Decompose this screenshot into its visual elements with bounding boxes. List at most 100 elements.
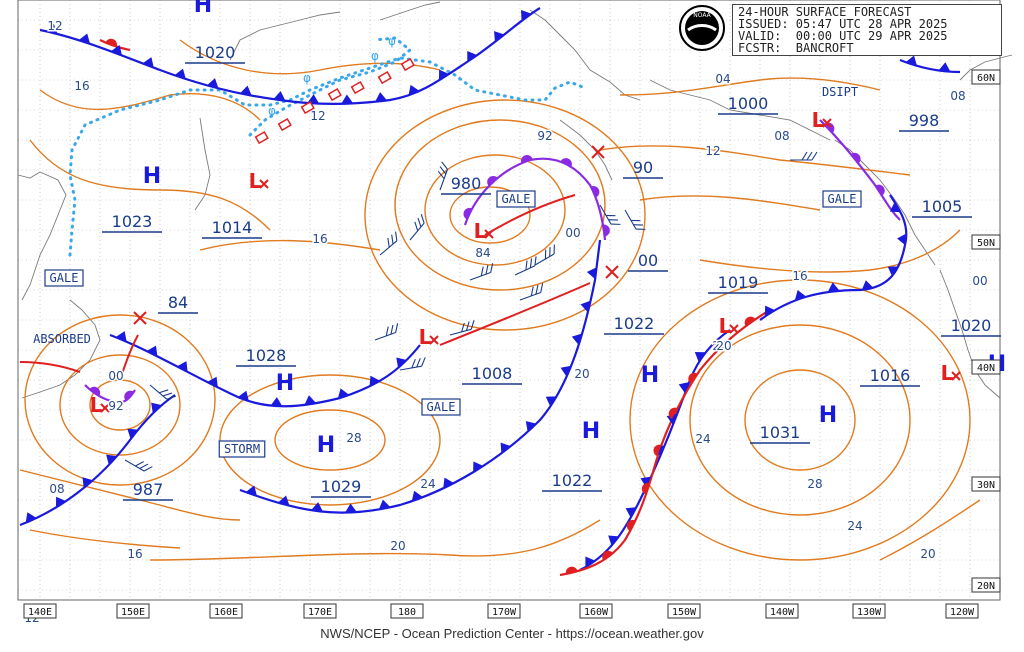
warm-front-pip — [641, 482, 650, 495]
warm-front-pip — [463, 207, 473, 220]
cold-front-pip — [239, 85, 252, 96]
low-center-marker — [100, 403, 110, 413]
cold-front-pip — [176, 361, 188, 372]
low-center-marker — [259, 179, 269, 189]
warning-box — [421, 398, 461, 416]
low-center-marker — [484, 229, 494, 239]
cold-front-pip — [110, 44, 123, 56]
warm-front-pip — [560, 158, 572, 167]
warm-front-1 — [559, 309, 771, 577]
warm-front-pip — [824, 122, 835, 134]
cold-front-pip — [443, 477, 454, 489]
cold-front-pip — [560, 365, 572, 377]
warning-box — [496, 190, 536, 208]
longitude-label: 180 — [398, 607, 416, 618]
latitude-label: 60N — [977, 73, 995, 84]
forecast-position-marker — [591, 145, 605, 159]
longitude-label-box — [23, 603, 57, 619]
noaa-logo: NOAA — [679, 5, 725, 51]
forecast-header-box — [732, 4, 1002, 56]
cold-front-pip — [55, 496, 67, 508]
cold-front-pip — [794, 290, 807, 301]
cold-front-pip — [106, 454, 117, 466]
header-line-forecaster: FCSTR: BANCROFT — [738, 41, 854, 55]
pressure-value: 1029 — [321, 477, 362, 496]
cold-front-pip — [608, 535, 619, 546]
cold-front-pip — [889, 201, 901, 213]
cold-front-pip — [500, 442, 511, 454]
low-pressure-center: L — [474, 219, 487, 243]
high-pressure-center: H — [641, 363, 659, 388]
ice-edge-marker: φ — [303, 71, 311, 85]
pressure-value: 00 — [638, 251, 658, 270]
cold-front-pip — [174, 68, 186, 80]
cold-front-pip — [115, 331, 127, 342]
isobar-value: 00 — [108, 369, 123, 383]
pressure-value: 1014 — [212, 218, 253, 237]
warm-front-pip — [591, 186, 600, 198]
cold-front-pip — [525, 421, 537, 432]
pressure-value: 1028 — [246, 346, 287, 365]
longitude-label: 150W — [672, 607, 697, 618]
isobars — [19, 39, 981, 561]
longitude-label: 130W — [857, 607, 882, 618]
storm-tracks — [19, 194, 591, 381]
cold-front-pip — [408, 84, 420, 96]
wind-barb — [534, 244, 555, 266]
warm-front-pip — [124, 390, 135, 402]
cold-front-pip — [245, 485, 257, 497]
wind-barbs — [124, 151, 818, 472]
wind-barb — [519, 283, 544, 301]
isobar-value: 12 — [310, 109, 325, 123]
header-line-title: 24-HOUR SURFACE FORECAST — [738, 5, 912, 19]
warning-label: DSIPT — [822, 85, 858, 99]
wind-barb — [599, 204, 621, 225]
high-pressure-center: H — [194, 0, 212, 18]
cold-front-pip — [678, 381, 690, 394]
isobar-value: 08 — [950, 89, 965, 103]
wind-barb — [379, 231, 398, 256]
ice-edge-marker: φ — [388, 34, 396, 48]
cold-front-pip — [861, 280, 874, 291]
longitude-label: 160W — [584, 607, 609, 618]
latitude-label-box — [971, 577, 1001, 593]
cold-front-pip — [378, 499, 391, 510]
warning-label: GALE — [427, 400, 456, 414]
warm-front-pip — [520, 155, 533, 164]
pressure-value: 1031 — [760, 423, 801, 442]
warm-front-pip — [688, 372, 698, 384]
cold-front-pip — [270, 397, 283, 407]
high-pressure-center: H — [819, 403, 837, 428]
longitude-label: 140W — [770, 607, 795, 618]
cold-front-pip — [411, 490, 423, 502]
isobar-value: 00 — [972, 274, 987, 288]
isobar-value: 16 — [74, 79, 89, 93]
high-pressure-center: H — [143, 164, 161, 189]
pressure-value: 1000 — [728, 94, 769, 113]
longitude-label: 140E — [28, 607, 52, 618]
warm-front-pip — [713, 342, 725, 353]
cold-front-pip — [207, 376, 218, 388]
cold-front-pip — [45, 23, 58, 35]
cold-front-pip — [694, 351, 706, 363]
warm-front-pip — [653, 444, 662, 457]
pressure-value: 980 — [451, 174, 482, 193]
warning-box — [218, 440, 266, 458]
cold-front-pip — [640, 476, 652, 488]
cold-front-pip — [571, 333, 583, 346]
cold-front-pip — [467, 51, 478, 62]
wind-barb — [149, 384, 176, 400]
header-line-issued: ISSUED: 05:47 UTC 28 APR 2025 — [738, 17, 948, 31]
cold-front-pip — [545, 396, 557, 407]
cold-front-pip — [78, 33, 91, 44]
isobar-value: 84 — [475, 246, 490, 260]
longitude-label: 120W — [950, 607, 975, 618]
isobar-value: 28 — [346, 431, 361, 445]
cold-front-pip — [146, 345, 158, 357]
pressure-value: 1019 — [718, 273, 759, 292]
cold-front-pip — [369, 375, 381, 387]
pressure-value: 1022 — [614, 314, 655, 333]
wind-barb — [124, 459, 153, 472]
noaa-logo-text: NOAA — [693, 12, 711, 19]
longitude-label: 150E — [121, 607, 145, 618]
